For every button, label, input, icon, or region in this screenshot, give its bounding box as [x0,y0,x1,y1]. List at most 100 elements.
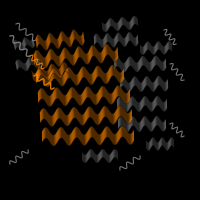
Polygon shape [151,81,152,91]
Polygon shape [121,116,122,126]
Polygon shape [46,39,48,49]
Polygon shape [75,51,76,63]
Polygon shape [114,112,115,124]
Polygon shape [144,56,145,66]
Polygon shape [108,20,109,29]
Polygon shape [94,129,95,140]
Polygon shape [115,22,116,31]
Polygon shape [46,71,47,80]
Polygon shape [102,39,103,48]
Polygon shape [35,73,36,83]
Polygon shape [16,40,18,48]
Polygon shape [61,64,63,74]
Polygon shape [80,35,81,45]
Polygon shape [23,41,25,48]
Polygon shape [147,76,148,86]
Polygon shape [68,37,70,47]
Polygon shape [77,47,78,59]
Polygon shape [51,95,52,106]
Polygon shape [52,64,53,73]
Polygon shape [59,69,61,78]
Polygon shape [102,39,103,48]
Polygon shape [44,40,46,50]
Polygon shape [63,61,65,71]
Polygon shape [57,69,59,78]
Polygon shape [114,38,115,47]
Polygon shape [36,72,38,82]
Polygon shape [58,69,60,78]
Polygon shape [128,22,129,30]
Polygon shape [38,69,39,80]
Polygon shape [105,106,106,117]
Polygon shape [66,36,68,46]
Polygon shape [102,21,103,30]
Polygon shape [22,62,24,70]
Polygon shape [54,68,55,79]
Polygon shape [125,19,126,27]
Polygon shape [42,67,44,77]
Polygon shape [165,59,166,68]
Polygon shape [77,74,78,85]
Polygon shape [86,133,87,144]
Polygon shape [37,69,39,79]
Polygon shape [82,34,84,44]
Polygon shape [46,71,48,80]
Polygon shape [77,33,79,43]
Polygon shape [60,68,61,78]
Polygon shape [118,22,119,30]
Polygon shape [61,65,63,75]
Polygon shape [140,101,141,111]
Polygon shape [121,97,122,107]
Polygon shape [99,66,100,78]
Polygon shape [50,64,52,74]
Polygon shape [65,62,67,72]
Polygon shape [65,62,67,72]
Polygon shape [150,62,151,72]
Polygon shape [32,40,34,48]
Polygon shape [20,43,23,51]
Polygon shape [154,118,155,128]
Polygon shape [75,30,76,40]
Polygon shape [97,114,98,125]
Polygon shape [100,87,101,99]
Polygon shape [63,112,64,123]
Polygon shape [135,62,136,72]
Polygon shape [37,61,38,69]
Polygon shape [133,36,134,45]
Polygon shape [22,42,24,50]
Polygon shape [156,56,157,65]
Polygon shape [124,109,125,121]
Polygon shape [62,93,63,104]
Polygon shape [22,42,24,50]
Polygon shape [15,40,17,47]
Polygon shape [16,40,18,48]
Polygon shape [112,38,113,47]
Polygon shape [103,39,104,48]
Polygon shape [79,72,80,83]
Polygon shape [53,50,54,62]
Polygon shape [76,31,77,41]
Polygon shape [20,60,22,68]
Polygon shape [31,57,32,65]
Polygon shape [115,88,116,99]
Polygon shape [34,60,36,68]
Polygon shape [98,91,99,102]
Polygon shape [81,36,82,46]
Polygon shape [40,112,41,123]
Polygon shape [61,65,63,75]
Polygon shape [26,62,28,71]
Polygon shape [113,20,114,28]
Polygon shape [71,109,72,121]
Polygon shape [19,42,21,50]
Polygon shape [112,18,113,27]
Polygon shape [72,55,73,66]
Polygon shape [105,87,106,99]
Polygon shape [48,70,49,80]
Polygon shape [134,76,135,86]
Polygon shape [51,64,53,73]
Polygon shape [157,116,158,126]
Polygon shape [115,50,116,62]
Polygon shape [145,44,146,52]
Polygon shape [50,115,51,127]
Polygon shape [107,22,108,30]
